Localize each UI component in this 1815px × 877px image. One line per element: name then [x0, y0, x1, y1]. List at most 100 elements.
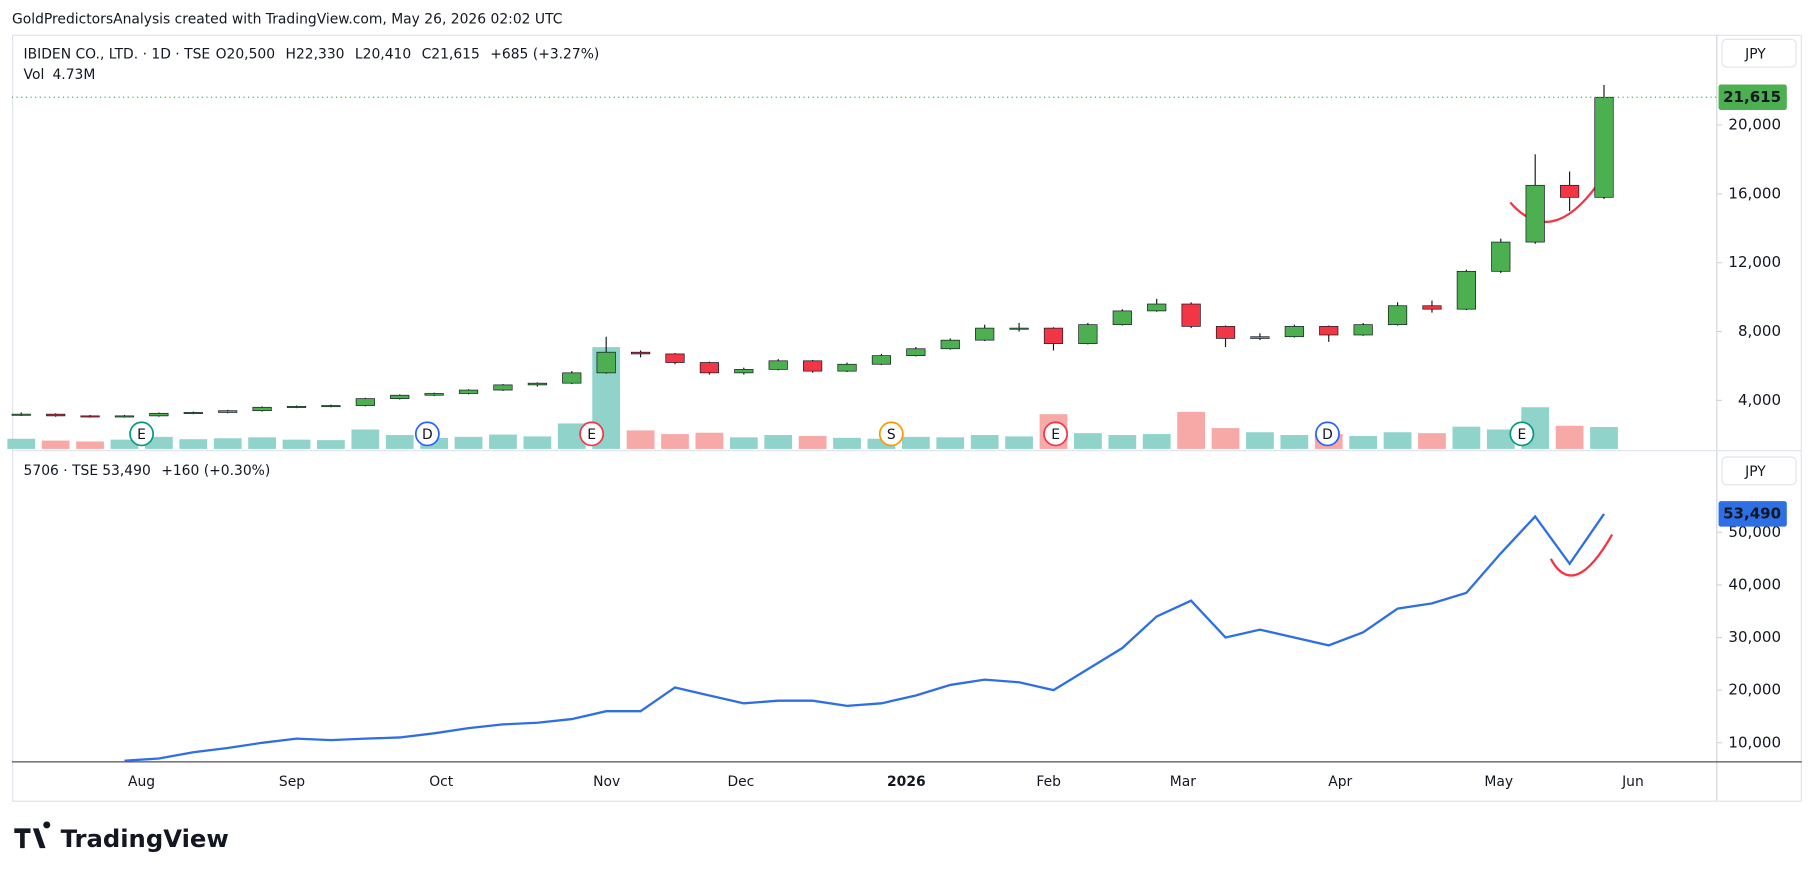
candle-body	[699, 362, 720, 374]
candle-body	[183, 412, 203, 414]
volume-bar	[179, 439, 208, 449]
volume-bar	[1280, 435, 1309, 449]
legend-value: O20,500	[216, 46, 275, 62]
volume-bar	[867, 438, 896, 449]
volume-bar	[523, 436, 552, 449]
frame	[11, 34, 1802, 802]
currency-button[interactable]	[1721, 456, 1797, 486]
candle-body	[527, 382, 547, 386]
candle-body	[493, 384, 513, 391]
y-tick-label: 12,000	[1728, 253, 1781, 271]
candle-body	[149, 412, 169, 417]
candle-body	[975, 327, 995, 341]
series-title: 5706 · TSE	[24, 463, 99, 479]
volume-bar	[1383, 432, 1412, 449]
volume-bar	[1246, 432, 1274, 449]
event-label: E	[1051, 427, 1060, 443]
volume-bar	[1142, 434, 1171, 449]
candle-body	[1181, 303, 1201, 327]
candle-body	[1319, 326, 1339, 336]
volume-bar	[282, 439, 311, 449]
logo-text: TradingView	[61, 824, 229, 853]
candle-body	[218, 410, 238, 413]
candle-body	[803, 360, 823, 372]
event-marker	[129, 421, 155, 447]
candle-body	[11, 413, 31, 416]
legend-value: 53,490	[102, 463, 151, 479]
volume-bar	[1590, 427, 1618, 449]
event-marker	[1043, 421, 1069, 447]
legend-value: +160 (+0.30%)	[161, 463, 270, 479]
volume-bar	[351, 429, 380, 449]
x-tick-label: Aug	[128, 774, 155, 790]
candle-body	[871, 355, 892, 365]
candle-body	[562, 372, 582, 384]
event-marker	[1509, 421, 1535, 447]
drawing-arc	[1509, 184, 1599, 224]
logo	[14, 821, 51, 849]
event-label: D	[422, 427, 433, 443]
volume-bar	[1418, 433, 1446, 449]
candle-body	[1456, 270, 1476, 310]
volume-bar	[798, 435, 827, 449]
candle-body	[1009, 327, 1029, 330]
volume-bar	[1486, 429, 1515, 449]
last-price-label: 21,615	[1723, 88, 1781, 106]
event-label: E	[1517, 427, 1526, 443]
candle-body	[837, 363, 857, 372]
volume-bar	[454, 436, 483, 449]
volume-bar	[1074, 433, 1102, 449]
volume-bar	[833, 437, 861, 449]
candle-body	[596, 351, 616, 374]
x-tick-label: Oct	[429, 774, 454, 790]
candle-body	[1559, 184, 1580, 198]
y-tick-label: 50,000	[1728, 523, 1781, 541]
y-tick-label: 16,000	[1728, 184, 1781, 202]
x-tick-label: Feb	[1036, 774, 1061, 790]
volume-bar	[41, 440, 70, 449]
currency: JPY	[1744, 464, 1766, 480]
candle-body	[424, 393, 444, 396]
currency: JPY	[1744, 46, 1766, 62]
legend-value: C21,615	[422, 46, 480, 62]
candle-body	[1594, 96, 1614, 198]
header: GoldPredictorsAnalysis created with Trad…	[12, 12, 562, 28]
currency-button[interactable]	[1721, 38, 1797, 68]
candle-body	[46, 413, 66, 417]
y-tick-label: 20,000	[1728, 681, 1781, 699]
candle-body	[390, 394, 410, 400]
price-line	[124, 513, 1605, 762]
y-tick-label: 40,000	[1728, 575, 1781, 593]
legend-value: +685 (+3.27%)	[490, 46, 599, 62]
candle-body	[80, 415, 100, 418]
volume-bar	[7, 438, 36, 449]
volume-bar	[729, 437, 758, 449]
volume-bar	[317, 440, 345, 449]
candle-body	[1491, 241, 1511, 272]
x-tick-label: Dec	[727, 774, 754, 790]
volume-bar	[626, 430, 655, 449]
event-label: S	[887, 427, 896, 443]
volume-title: Vol	[24, 67, 45, 83]
event-label: E	[587, 427, 596, 443]
candle-body	[906, 348, 926, 356]
candle-body	[1112, 310, 1132, 326]
event-marker	[414, 421, 440, 447]
candle-body	[1250, 336, 1270, 339]
candle-body	[252, 406, 272, 412]
candle-body	[1525, 184, 1545, 243]
x-tick-label: Apr	[1328, 774, 1352, 790]
volume-bar	[213, 438, 242, 449]
volume-bar	[1108, 435, 1137, 449]
event-marker	[579, 421, 605, 447]
volume-bar	[110, 439, 139, 449]
volume-bar	[936, 437, 965, 449]
candle-body	[1147, 303, 1167, 312]
y-tick-label: 8,000	[1738, 322, 1781, 340]
y-tick-label: 4,000	[1738, 391, 1781, 409]
volume-bar	[1177, 411, 1205, 449]
candle-body	[1422, 305, 1442, 310]
x-tick-label: Mar	[1170, 774, 1196, 790]
drawing-arc	[1549, 533, 1614, 577]
